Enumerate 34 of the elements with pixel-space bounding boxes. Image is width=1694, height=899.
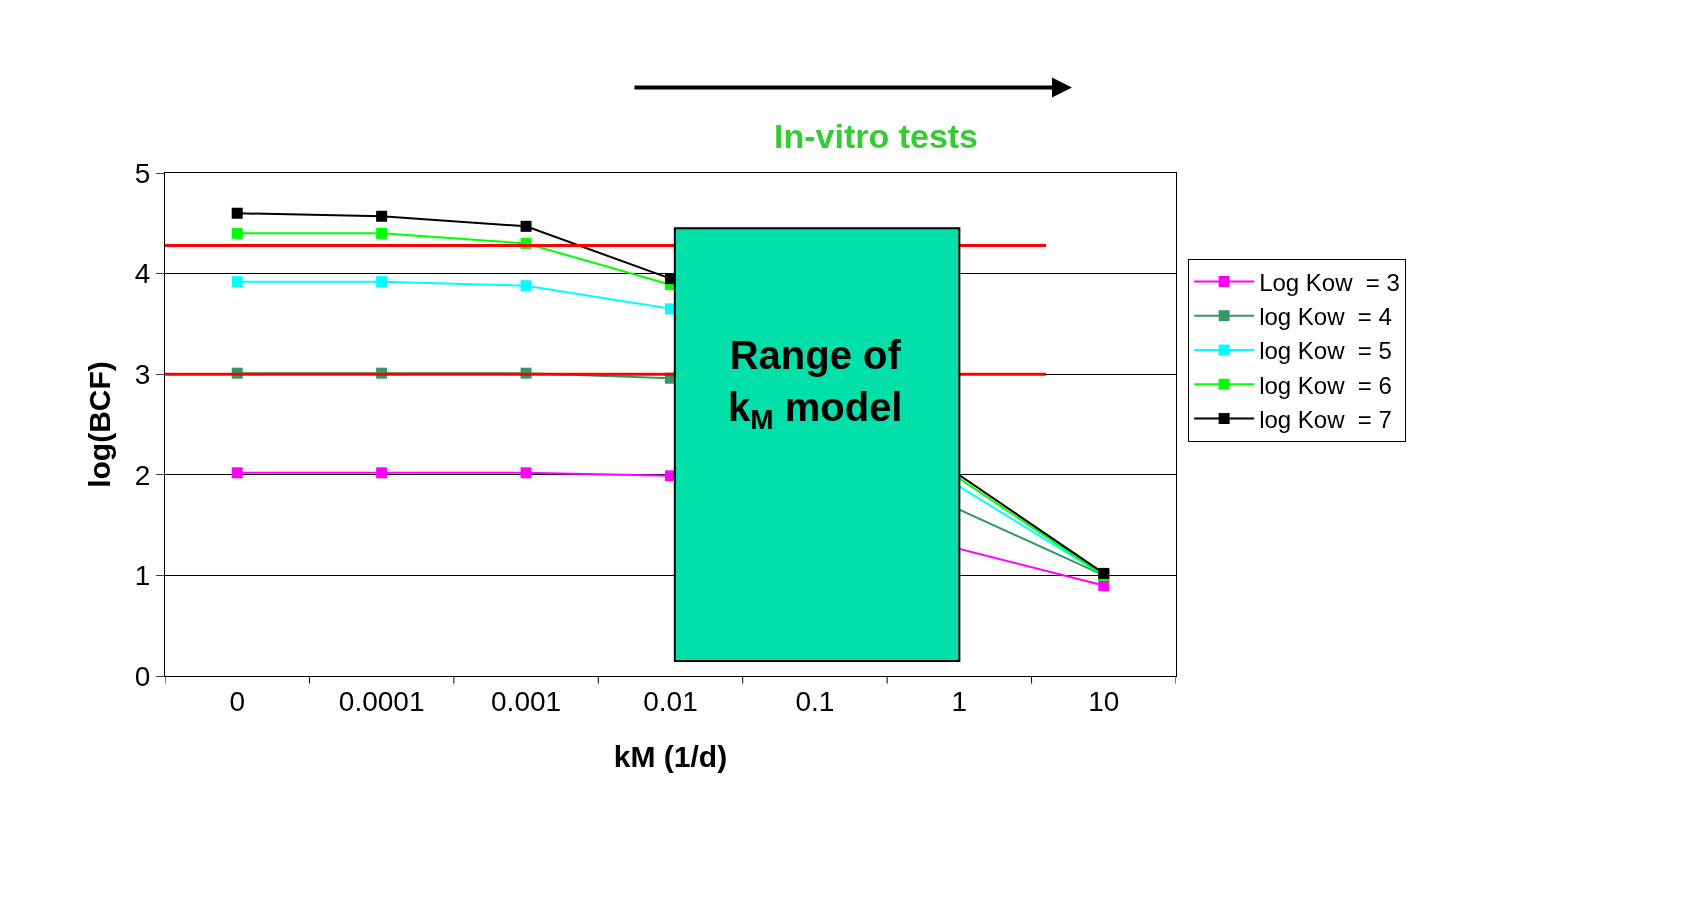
point xyxy=(231,227,243,239)
point xyxy=(231,467,243,479)
text: In-vitro tests xyxy=(774,117,979,155)
x-axis-title: kM (1/d) xyxy=(613,740,728,774)
x-tick-label: 0 xyxy=(229,685,245,717)
band-label: Range of k$_{M}$ model xyxy=(728,333,903,436)
y-tick-label: 0 xyxy=(134,660,151,692)
point xyxy=(520,280,532,292)
y-tick-label: 4 xyxy=(134,258,151,290)
y-tick-label: 1 xyxy=(134,560,151,592)
point xyxy=(376,227,388,239)
point xyxy=(1098,579,1110,591)
y-tick-label: 5 xyxy=(134,157,151,189)
x-tick-label: 0.0001 xyxy=(338,685,425,717)
point xyxy=(231,276,243,288)
x-tick-label: 10 xyxy=(1088,685,1120,717)
y-axis-title: log(BCF) xyxy=(82,361,116,488)
point xyxy=(231,207,243,219)
legend-label: log Kow = 6 xyxy=(1259,371,1392,399)
x-tick-label: 0.001 xyxy=(491,685,562,717)
point xyxy=(376,210,388,222)
legend-label: Log Kow = 3 xyxy=(1259,268,1400,296)
x-tick-label: 0.01 xyxy=(643,685,698,717)
point xyxy=(520,467,532,479)
y-tick-label: 3 xyxy=(134,359,151,390)
x-tick-label: 1 xyxy=(951,685,968,717)
point xyxy=(520,220,532,232)
legend-label: log Kow = 7 xyxy=(1259,405,1392,433)
legend-label: log Kow = 4 xyxy=(1259,303,1392,331)
y-tick-label: 2 xyxy=(134,459,151,491)
x-tick-label: 0.1 xyxy=(795,685,835,717)
point xyxy=(376,276,388,288)
legend-label: log Kow = 5 xyxy=(1259,337,1392,365)
point xyxy=(376,467,388,479)
